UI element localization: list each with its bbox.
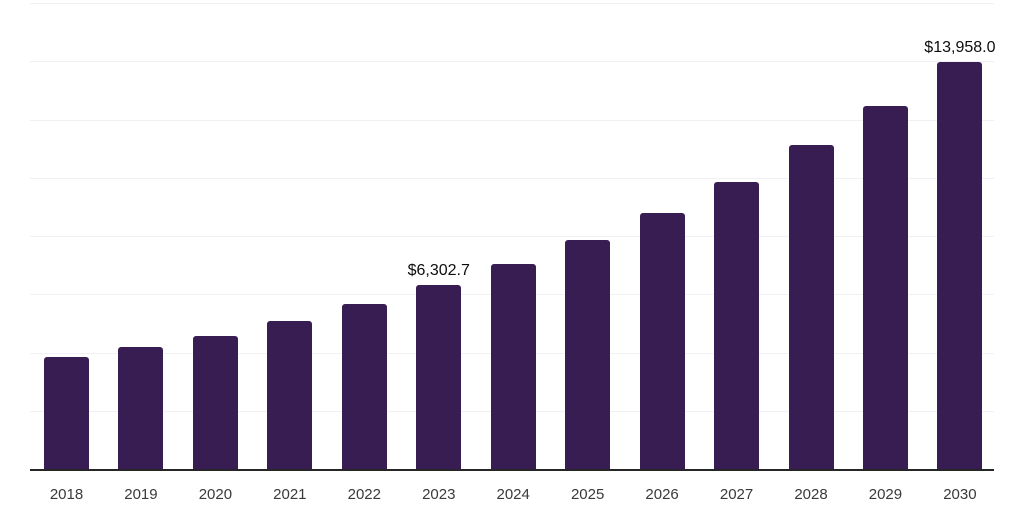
bar-2030 (937, 62, 983, 469)
bar-2024 (490, 263, 536, 469)
x-tick-label: 2018 (49, 486, 84, 503)
x-tick-label: 2023 (422, 486, 456, 503)
bar-2023 (416, 285, 462, 469)
x-tick-label: 2025 (570, 486, 605, 503)
gridline (30, 61, 994, 63)
gridline (30, 3, 994, 4)
bar-2020 (192, 335, 238, 469)
bar-2019 (118, 346, 164, 469)
gridline (30, 236, 994, 237)
bar-2027 (714, 182, 760, 469)
x-tick-label: 2029 (868, 486, 903, 503)
value-label-2030: $13,958.0 (924, 39, 996, 57)
bar-2021 (267, 321, 313, 469)
bar-2025 (565, 240, 611, 469)
bar-2028 (788, 145, 834, 469)
x-tick-label: 2021 (273, 486, 307, 503)
x-tick-label: 2027 (719, 486, 754, 503)
value-label-2023: $6,302.7 (407, 262, 470, 280)
bar-2018 (44, 356, 89, 469)
x-tick-label: 2019 (124, 486, 158, 503)
x-tick-label: 2024 (496, 486, 530, 503)
x-tick-label: 2022 (347, 486, 381, 503)
x-tick-label: 2020 (198, 486, 233, 503)
bar-2022 (341, 304, 387, 469)
x-tick-label: 2026 (645, 486, 679, 503)
bar-2026 (639, 212, 685, 469)
x-tick-label: 2028 (794, 486, 828, 503)
gridline (30, 177, 994, 179)
bar-2029 (862, 106, 908, 469)
x-axis-line (30, 469, 994, 471)
gridline (30, 119, 994, 121)
x-tick-label: 2030 (943, 486, 977, 503)
